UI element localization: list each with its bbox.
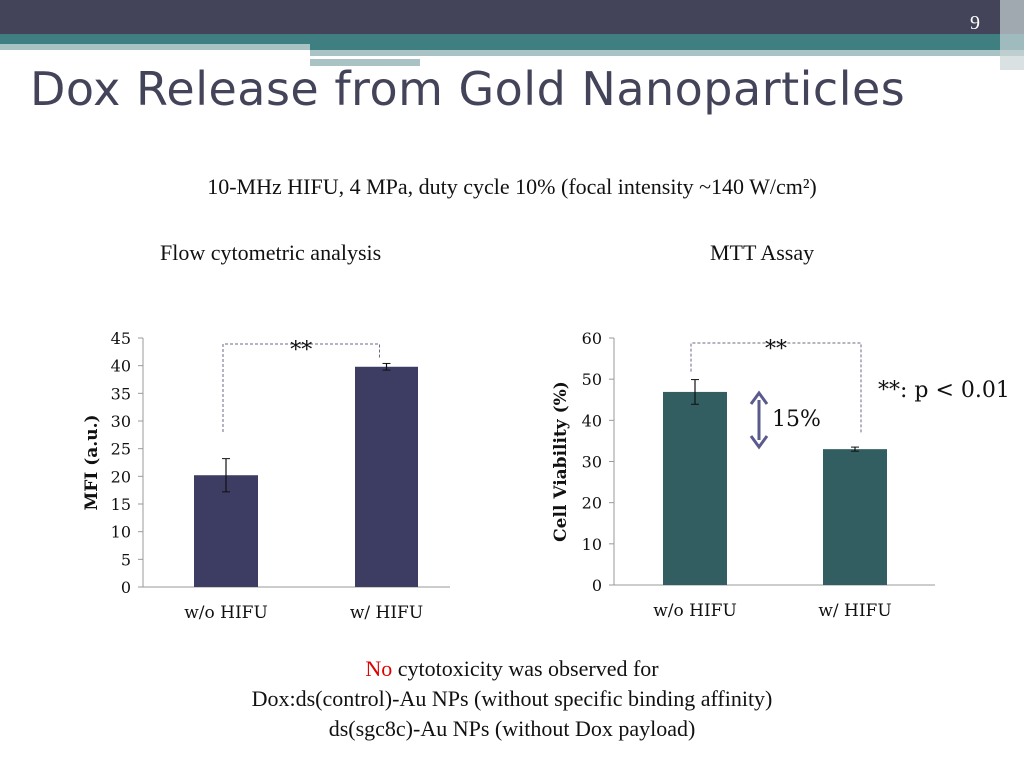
difference-arrow-head-down: [749, 435, 769, 450]
y-tick-label: 40: [111, 357, 131, 376]
difference-label: 15%: [772, 407, 821, 432]
bar-2: [355, 366, 418, 587]
header-decoration: [0, 0, 1024, 70]
notes-line1: cytotoxicity was observed for: [392, 656, 659, 681]
notes: No cytotoxicity was observed for Dox:ds(…: [0, 654, 1024, 744]
y-tick-label: 10: [582, 535, 602, 554]
significance-label: **: [765, 337, 787, 362]
slide-title: Dox Release from Gold Nanoparticles: [30, 62, 906, 116]
bar-1: [194, 475, 258, 587]
significance-label: **: [290, 338, 312, 363]
y-tick-label: 30: [111, 412, 131, 431]
y-tick-label: 0: [592, 576, 602, 595]
y-axis-label: MFI (a.u.): [82, 414, 102, 510]
y-tick-label: 0: [121, 578, 131, 597]
category-label: w/ HIFU: [350, 603, 423, 623]
category-label: w/ HIFU: [818, 601, 891, 621]
y-tick-label: 5: [121, 550, 131, 569]
chart2-title: MTT Assay: [710, 240, 815, 265]
y-tick-label: 60: [582, 329, 602, 348]
y-tick-label: 20: [111, 467, 131, 486]
notes-highlight: No: [365, 656, 393, 681]
y-tick-label: 10: [111, 523, 131, 542]
y-tick-label: 40: [582, 411, 602, 430]
significance-bracket: [222, 343, 380, 432]
difference-arrow-head-up: [749, 390, 769, 405]
y-tick-label: 30: [582, 453, 602, 472]
page-number: 9: [970, 12, 980, 34]
y-tick-label: 20: [582, 494, 602, 513]
notes-line2: Dox:ds(control)-Au NPs (without specific…: [251, 686, 773, 711]
bar-1: [663, 391, 727, 585]
y-tick-label: 15: [111, 495, 131, 514]
subtitle: 10-MHz HIFU, 4 MPa, duty cycle 10% (foca…: [207, 174, 817, 199]
notes-line3: ds(sgc8c)-Au NPs (without Dox payload): [328, 716, 696, 741]
bar-2: [823, 449, 887, 585]
category-label: w/o HIFU: [653, 601, 737, 621]
y-tick-label: 45: [111, 329, 131, 348]
category-label: w/o HIFU: [184, 603, 268, 623]
p-value-note: **: p < 0.01: [878, 378, 1010, 403]
y-axis-label: Cell Viability (%): [551, 381, 571, 542]
y-tick-label: 50: [582, 370, 602, 389]
chart1-title: Flow cytometric analysis: [160, 240, 382, 265]
y-tick-label: 35: [111, 384, 131, 403]
y-tick-label: 25: [111, 440, 131, 459]
